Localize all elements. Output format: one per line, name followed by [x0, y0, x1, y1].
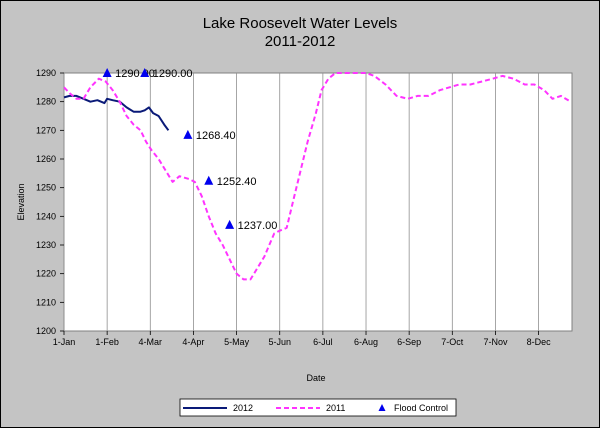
x-tick-label: 1-Jan: [53, 337, 76, 347]
legend-label-2012: 2012: [233, 403, 253, 413]
x-tick-label: 4-Apr: [182, 337, 204, 347]
series-layer: [63, 72, 572, 281]
y-tick-label: 1260: [36, 154, 56, 164]
y-tick-label: 1230: [36, 240, 56, 250]
y-tick-label: 1290: [36, 68, 56, 78]
x-tick-label: 4-Mar: [139, 337, 163, 347]
x-tick-label: 1-Feb: [95, 337, 119, 347]
x-tick-label: 7-Nov: [483, 337, 508, 347]
series-line-2011: [63, 72, 572, 281]
flood-control-label: 1237.00: [238, 220, 278, 232]
y-tick-label: 1210: [36, 297, 56, 307]
flood-control-marker: [204, 175, 214, 185]
chart-subtitle: 2011-2012: [265, 33, 336, 50]
x-tick-label: 7-Oct: [441, 337, 464, 347]
grid-lines: [60, 72, 539, 335]
y-axis-label: Elevation: [16, 183, 26, 220]
legend-label-2011: 2011: [326, 403, 345, 413]
legend-items: 2012 2011 Flood Control: [183, 403, 448, 413]
flood-control-label: 1252.40: [217, 176, 257, 188]
x-axis-label: Date: [306, 373, 325, 383]
legend-label-flood-control: Flood Control: [394, 403, 448, 413]
chart-title: Lake Roosevelt Water Levels: [203, 15, 398, 32]
flood-control-marker: [102, 68, 112, 77]
y-tick-label: 1220: [36, 269, 56, 279]
flood-control-marker: [225, 219, 235, 229]
legend-marker-flood-control: [378, 404, 386, 411]
y-tick-label: 1270: [36, 125, 56, 135]
x-tick-label: 5-Jun: [268, 337, 291, 347]
x-tick-label: 6-Jul: [313, 337, 333, 347]
flood-control-label: 1290.00: [153, 68, 193, 80]
x-tick-label: 6-Aug: [354, 337, 378, 347]
x-tick-label: 8-Dec: [527, 337, 552, 347]
x-tick-label: 6-Sep: [397, 337, 421, 347]
x-tick-label: 5-May: [224, 337, 250, 347]
plot-area: [63, 72, 573, 332]
y-tick-label: 1240: [36, 211, 56, 221]
y-tick-label: 1250: [36, 183, 56, 193]
flood-control-label: 1268.40: [196, 130, 236, 142]
flood-control-marker: [183, 129, 193, 139]
flood-control-label: 1290.00: [115, 68, 155, 80]
y-tick-label: 1280: [36, 97, 56, 107]
x-tick-labels: 1-Jan 1-Feb 4-Mar 4-Apr 5-May 5-Jun 6-Jul 6-Aug…: [53, 337, 551, 347]
y-tick-label: 1200: [36, 326, 56, 336]
y-tick-labels: 1200 1210 1220 1230 1240 1250 1260 1270 1280 1290: [36, 68, 56, 336]
flood-control-marker: [140, 68, 150, 77]
